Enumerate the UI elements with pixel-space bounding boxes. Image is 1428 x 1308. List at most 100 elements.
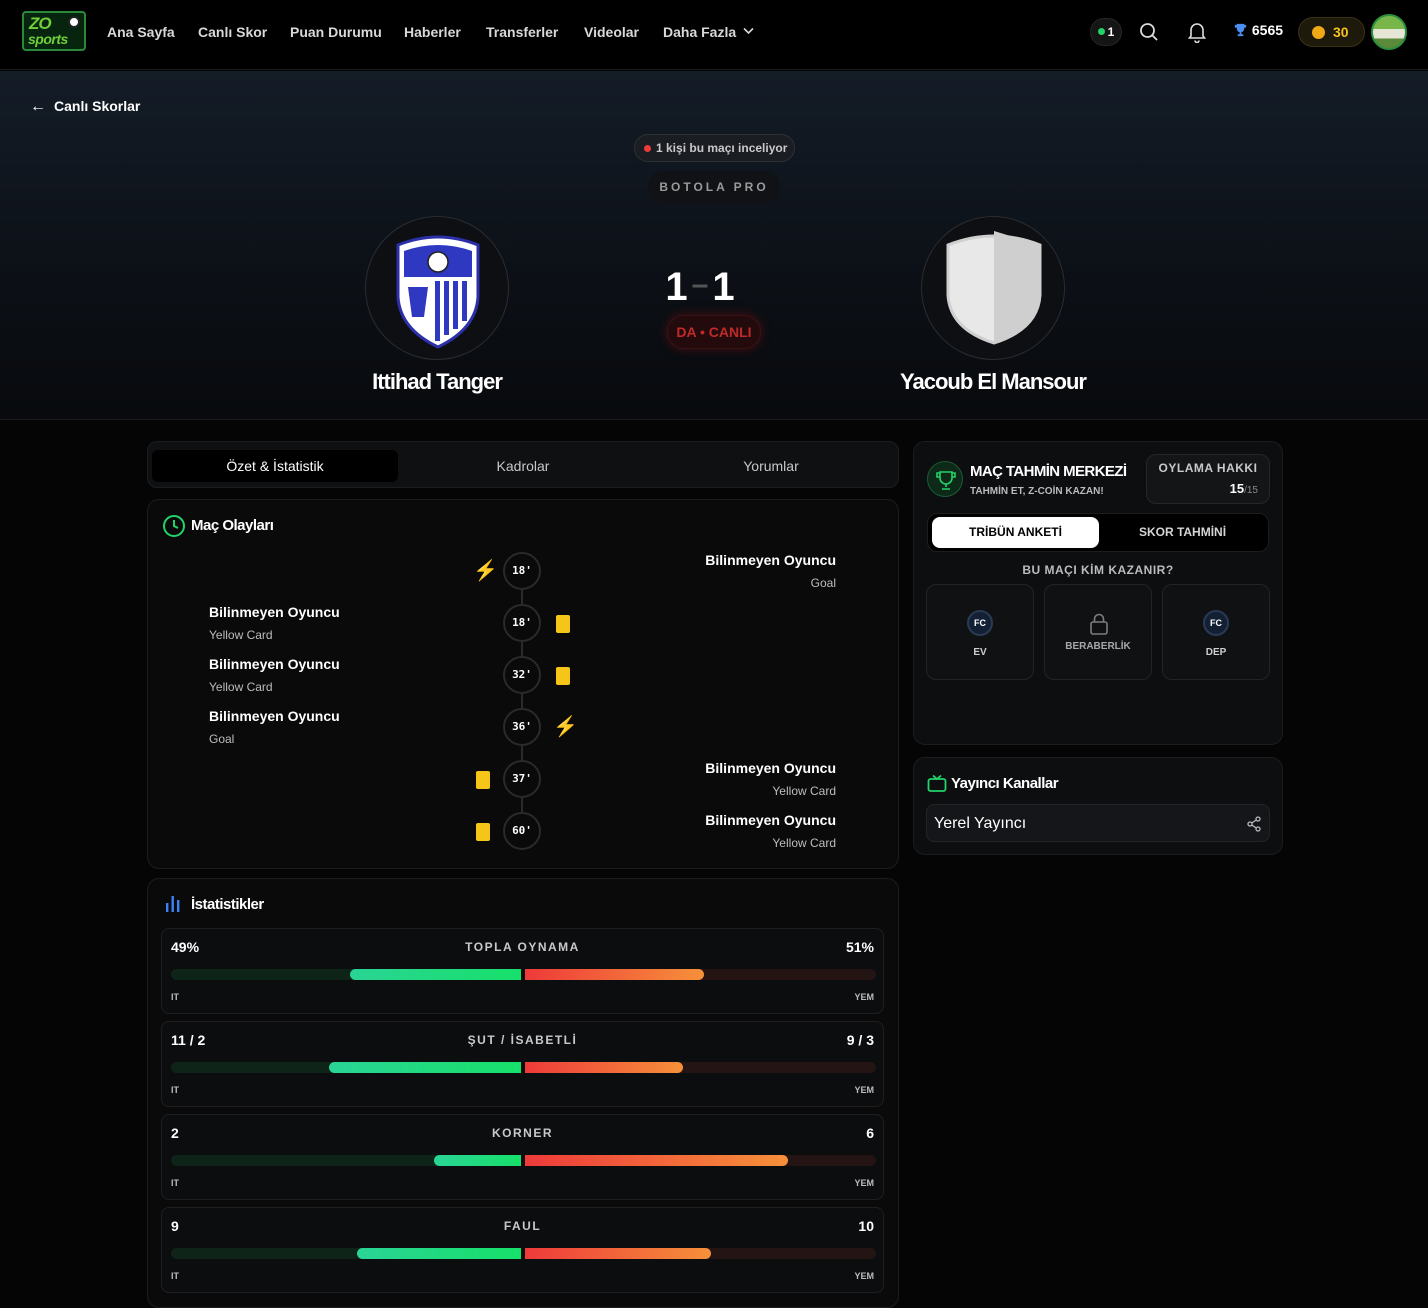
stat-label: TOPLA OYNAMA	[465, 940, 580, 954]
online-count-badge: 1	[1090, 18, 1122, 46]
away-team-name[interactable]: Yacoub El Mansour	[900, 369, 1087, 394]
menu-item-transfers[interactable]: Transferler	[486, 24, 559, 40]
stat-row: 2 KORNER 6 IT YEM	[161, 1114, 884, 1200]
event-minute: 60'	[503, 812, 541, 850]
prediction-subtitle: TAHMİN ET, Z-COİN KAZAN!	[970, 486, 1104, 497]
bell-icon[interactable]	[1187, 21, 1207, 43]
vote-home-button[interactable]: FC EV	[926, 584, 1034, 680]
stat-away-fill	[525, 1155, 789, 1166]
event-type: Goal	[209, 732, 235, 746]
stat-home-value: 9	[171, 1218, 179, 1234]
stat-away-value: 6	[866, 1125, 874, 1141]
bolt-icon: ⚡	[473, 560, 498, 582]
home-abbr: IT	[171, 1271, 179, 1281]
tab-comments[interactable]: Yorumlar	[743, 458, 799, 474]
stat-home-fill	[433, 1155, 521, 1166]
event-player[interactable]: Bilinmeyen Oyuncu	[705, 552, 836, 568]
viewers-badge: 1 kişi bu maçı inceliyor	[634, 134, 795, 162]
match-tabs: Özet & İstatistik Kadrolar Yorumlar	[147, 441, 899, 488]
menu-item-videos[interactable]: Videolar	[584, 24, 639, 40]
stat-home-fill	[356, 1248, 521, 1259]
event-player[interactable]: Bilinmeyen Oyuncu	[209, 656, 340, 672]
prediction-tabs: TRİBÜN ANKETİ SKOR TAHMİNİ	[927, 513, 1269, 552]
search-icon[interactable]	[1139, 22, 1159, 42]
stat-away-value: 9 / 3	[846, 1032, 874, 1048]
back-link[interactable]: ← Canlı Skorlar	[30, 98, 141, 115]
event-type: Yellow Card	[772, 784, 836, 798]
tab-tribune-poll[interactable]: TRİBÜN ANKETİ	[932, 517, 1099, 548]
vote-option-label: EV	[973, 647, 987, 658]
vote-rights-label: OYLAMA HAKKI	[1158, 461, 1258, 475]
football-icon	[68, 16, 80, 28]
online-dot-icon	[1097, 28, 1105, 35]
events-title: Maç Olayları	[191, 517, 274, 534]
vote-option-label: DEP	[1205, 647, 1227, 658]
bolt-icon: ⚡	[553, 716, 578, 738]
shield-icon	[946, 231, 1042, 345]
lock-icon	[1090, 613, 1108, 635]
stat-bar	[171, 969, 876, 980]
league-badge[interactable]: BOTOLA PRO	[648, 171, 780, 203]
event-player[interactable]: Bilinmeyen Oyuncu	[209, 604, 340, 620]
trophy-points[interactable]: 6565	[1233, 22, 1283, 38]
stat-row: 11 / 2 ŞUT / İSABETLİ 9 / 3 IT YEM	[161, 1021, 884, 1107]
away-team-crest[interactable]	[921, 216, 1065, 360]
chevron-down-icon	[743, 27, 754, 35]
stat-home-value: 2	[171, 1125, 179, 1141]
stat-away-fill	[525, 1062, 683, 1073]
tab-summary-stats[interactable]: Özet & İstatistik	[152, 450, 398, 482]
stat-home-value: 49%	[171, 939, 200, 955]
home-abbr: IT	[171, 1178, 179, 1188]
stat-away-fill	[525, 969, 704, 980]
event-player[interactable]: Bilinmeyen Oyuncu	[705, 812, 836, 828]
away-abbr: YEM	[854, 992, 874, 1002]
yellow-card-icon	[556, 667, 570, 685]
away-abbr: YEM	[854, 1178, 874, 1188]
yellow-card-icon	[556, 615, 570, 633]
vote-draw-button[interactable]: BERABERLİK	[1044, 584, 1152, 680]
yellow-card-icon	[476, 771, 490, 789]
channel-name: Yerel Yayıncı	[934, 815, 1027, 832]
user-avatar[interactable]	[1371, 14, 1407, 50]
vote-away-button[interactable]: FC DEP	[1162, 584, 1270, 680]
menu-item-standings[interactable]: Puan Durumu	[290, 24, 382, 40]
home-team-name[interactable]: Ittihad Tanger	[372, 369, 503, 394]
trophy-icon	[936, 471, 956, 490]
event-player[interactable]: Bilinmeyen Oyuncu	[209, 708, 340, 724]
menu-item-more[interactable]: Daha Fazla	[663, 24, 737, 40]
stat-label: FAUL	[503, 1219, 542, 1233]
event-player[interactable]: Bilinmeyen Oyuncu	[705, 760, 836, 776]
shield-icon	[396, 235, 480, 349]
share-icon[interactable]	[1246, 816, 1262, 832]
stat-away-value: 10	[858, 1218, 874, 1234]
stat-row: 9 FAUL 10 IT YEM	[161, 1207, 884, 1293]
yellow-card-icon	[476, 823, 490, 841]
menu-item-news[interactable]: Haberler	[404, 24, 461, 40]
menu-item-home[interactable]: Ana Sayfa	[107, 24, 175, 40]
trophy-icon	[1234, 23, 1247, 37]
vote-rights-value: 15/15	[1229, 481, 1258, 496]
stat-home-value: 11 / 2	[171, 1032, 206, 1048]
top-navbar: ZO sports Ana Sayfa Canlı Skor Puan Duru…	[0, 0, 1428, 70]
menu-item-live-score[interactable]: Canlı Skor	[198, 24, 268, 40]
away-abbr: YEM	[854, 1085, 874, 1095]
event-minute: 37'	[503, 760, 541, 798]
event-type: Goal	[810, 576, 836, 590]
away-abbr: YEM	[854, 1271, 874, 1281]
stat-row: 49% TOPLA OYNAMA 51% IT YEM	[161, 928, 884, 1014]
zo-sports-logo[interactable]: ZO sports	[22, 11, 86, 51]
statistics-title: İstatistikler	[191, 896, 264, 913]
stat-label: KORNER	[491, 1126, 553, 1140]
tab-score-prediction[interactable]: SKOR TAHMİNİ	[1138, 525, 1227, 539]
channel-row[interactable]: Yerel Yayıncı	[926, 804, 1270, 842]
event-type: Yellow Card	[209, 628, 273, 642]
home-team-crest[interactable]	[365, 216, 509, 360]
coin-balance[interactable]: 30	[1298, 17, 1365, 47]
match-header: ← Canlı Skorlar 1 kişi bu maçı inceliyor …	[0, 71, 1428, 420]
tab-lineups[interactable]: Kadrolar	[496, 458, 550, 474]
event-minute: 18'	[503, 604, 541, 642]
scoreboard: 1–1	[640, 265, 760, 310]
vote-rights-box: OYLAMA HAKKI 15/15	[1146, 454, 1270, 504]
stat-bar	[171, 1062, 876, 1073]
home-abbr: IT	[171, 1085, 179, 1095]
